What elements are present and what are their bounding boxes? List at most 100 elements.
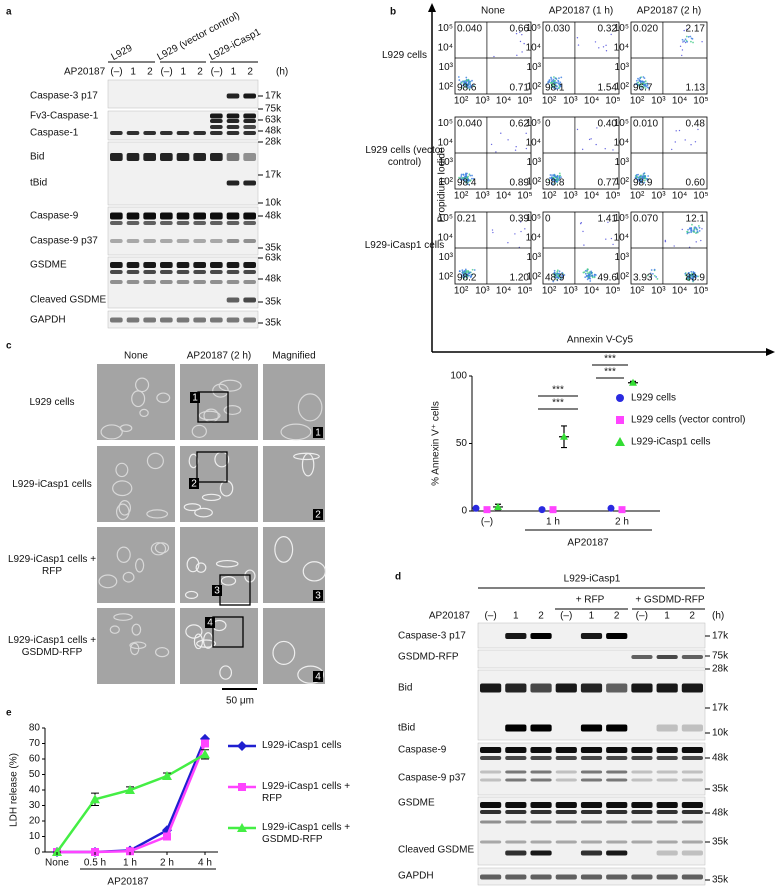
cell	[139, 408, 149, 418]
tick-label: 10⁴	[526, 233, 541, 244]
blot-band	[505, 850, 527, 856]
blot-band	[110, 153, 123, 161]
tick-label: 10⁴	[438, 233, 453, 244]
blot-band	[176, 239, 190, 243]
quadrant-value: 1.54	[598, 83, 618, 94]
cell-dot	[589, 277, 592, 280]
blot-band	[505, 874, 527, 880]
blot-band	[226, 280, 240, 284]
lane-label: 2	[538, 611, 544, 622]
cell-dot	[591, 276, 594, 279]
cell-dot	[638, 83, 641, 86]
blot-band	[480, 874, 502, 880]
blot-band	[226, 270, 240, 274]
cell-dot	[458, 79, 461, 81]
blot-band	[160, 239, 173, 243]
cell-dot	[686, 40, 689, 43]
blot-band	[243, 153, 256, 161]
blot-band	[555, 810, 577, 814]
blot-band	[681, 874, 703, 880]
lane-label: 2	[197, 67, 203, 78]
cell-dot	[643, 172, 646, 175]
cell-dot	[465, 81, 468, 83]
tick-label: 10²	[527, 81, 542, 92]
quadrant-value: 0.010	[633, 119, 658, 130]
arrow-head	[428, 3, 436, 12]
cell-dot	[460, 81, 463, 84]
blot-band	[555, 802, 577, 808]
quadrant-value: 0.77	[598, 178, 618, 189]
blot-band	[681, 820, 703, 824]
cell	[112, 480, 133, 497]
cell	[154, 647, 170, 658]
blot-band	[530, 802, 552, 808]
blot-band	[631, 840, 653, 844]
quadrant-value: 0.71	[510, 83, 530, 94]
cell	[223, 405, 242, 416]
blot-band	[656, 874, 678, 880]
panel-label: d	[395, 572, 401, 583]
cell-dot	[612, 243, 614, 246]
cell-dot	[552, 176, 555, 179]
band-label: tBid	[30, 178, 47, 189]
cell-dot	[458, 270, 461, 273]
cell-dot	[605, 44, 607, 47]
cell-dot	[561, 271, 564, 274]
y-tick-label: 0	[461, 506, 467, 517]
cell-dot	[466, 85, 469, 88]
cell-dot	[557, 275, 560, 277]
tick-label: 10²	[630, 286, 645, 297]
size-marker: 63k	[265, 115, 282, 126]
cell-dot	[688, 279, 691, 282]
tick-label: 10²	[615, 81, 630, 92]
data-point	[629, 378, 637, 386]
blot-band	[505, 770, 527, 774]
blot-band	[530, 850, 552, 856]
blot-band	[681, 747, 703, 753]
blot-band	[606, 756, 628, 760]
cell	[293, 452, 320, 461]
quadrant-value: 0	[545, 214, 551, 225]
legend-marker	[616, 416, 624, 424]
cell-dot	[586, 278, 589, 281]
blot-band	[580, 810, 603, 814]
blot-band	[226, 212, 240, 220]
cell-dot	[471, 268, 474, 271]
cell-dot	[469, 83, 472, 86]
blot-band	[555, 820, 577, 824]
band-label: GSDME	[30, 260, 67, 271]
cell-dot	[514, 233, 516, 235]
blot-band	[210, 131, 223, 135]
cell-dot	[589, 280, 592, 282]
cell-dot	[556, 269, 559, 272]
cell-dot	[685, 278, 688, 281]
cell-dot	[561, 274, 564, 277]
cell-dot	[520, 230, 522, 233]
cell-dot	[607, 221, 609, 224]
number-tag-text: 2	[315, 510, 321, 521]
tick-label: 10⁴	[526, 43, 541, 54]
cell-dot	[467, 271, 470, 274]
row-label: L929 cells	[381, 50, 428, 61]
blot-band	[226, 180, 240, 186]
cell-dot	[459, 83, 462, 85]
cell-dot	[516, 54, 518, 57]
cell-dot	[587, 273, 590, 276]
cell	[302, 561, 327, 582]
cell-dot	[588, 271, 591, 274]
column-title: Magnified	[272, 351, 315, 362]
cell-dot	[555, 180, 558, 183]
blot-band	[143, 280, 156, 284]
cell-dot	[586, 272, 589, 275]
cell	[218, 379, 242, 392]
blot-band	[631, 756, 653, 760]
quadrant-value: 98.2	[457, 273, 477, 284]
quadrant-value: 49.6	[598, 273, 618, 284]
number-tag-text: 1	[192, 393, 198, 404]
cell-dot	[605, 238, 607, 240]
data-point	[125, 785, 135, 794]
legend-marker	[237, 823, 247, 832]
cell-dot	[519, 40, 522, 43]
tick-label: 10⁴	[496, 286, 511, 297]
quadrant-value: 12.1	[686, 214, 706, 225]
